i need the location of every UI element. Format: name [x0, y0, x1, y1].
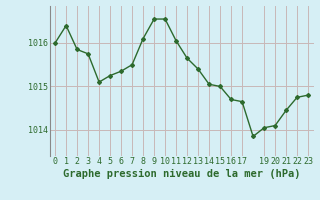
X-axis label: Graphe pression niveau de la mer (hPa): Graphe pression niveau de la mer (hPa): [63, 169, 300, 179]
